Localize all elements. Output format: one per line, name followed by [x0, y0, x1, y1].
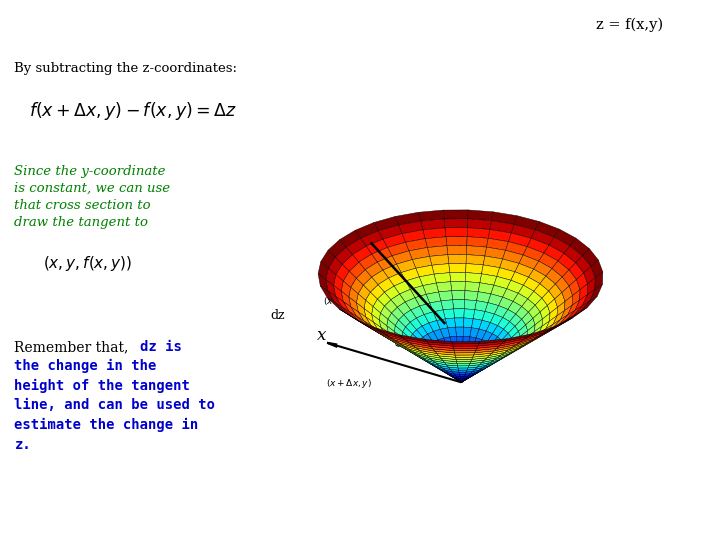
Text: By subtracting the z-coordinates:: By subtracting the z-coordinates:: [14, 62, 238, 75]
Text: Remember that,: Remember that,: [14, 340, 129, 354]
Text: Since the y-coordinate
is constant, we can use
that cross section to
draw the ta: Since the y-coordinate is constant, we c…: [14, 165, 171, 229]
Text: the change in the
height of the tangent
line, and can be used to
estimate the ch: the change in the height of the tangent …: [14, 359, 215, 452]
Text: dz: dz: [270, 309, 284, 322]
Text: dz is: dz is: [140, 340, 182, 354]
Text: z = f(x,y): z = f(x,y): [596, 17, 664, 32]
Text: $f(x+\Delta x, y) - f(x, y) = \Delta z$: $f(x+\Delta x, y) - f(x, y) = \Delta z$: [29, 100, 237, 122]
Text: $(x, y, f(x, y))$: $(x, y, f(x, y))$: [43, 254, 132, 273]
